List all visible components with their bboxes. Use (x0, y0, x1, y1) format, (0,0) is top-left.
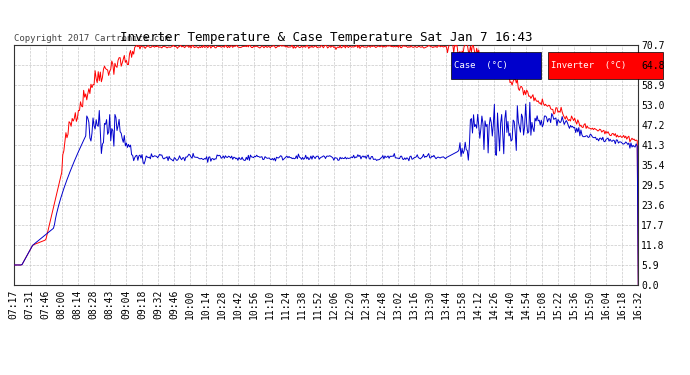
Text: Case  (°C): Case (°C) (454, 61, 508, 70)
FancyBboxPatch shape (548, 52, 663, 79)
Title: Inverter Temperature & Case Temperature Sat Jan 7 16:43: Inverter Temperature & Case Temperature … (120, 31, 532, 44)
Text: Copyright 2017 Cartronics.com: Copyright 2017 Cartronics.com (14, 34, 170, 43)
Text: Inverter  (°C): Inverter (°C) (551, 61, 626, 70)
FancyBboxPatch shape (451, 52, 542, 79)
